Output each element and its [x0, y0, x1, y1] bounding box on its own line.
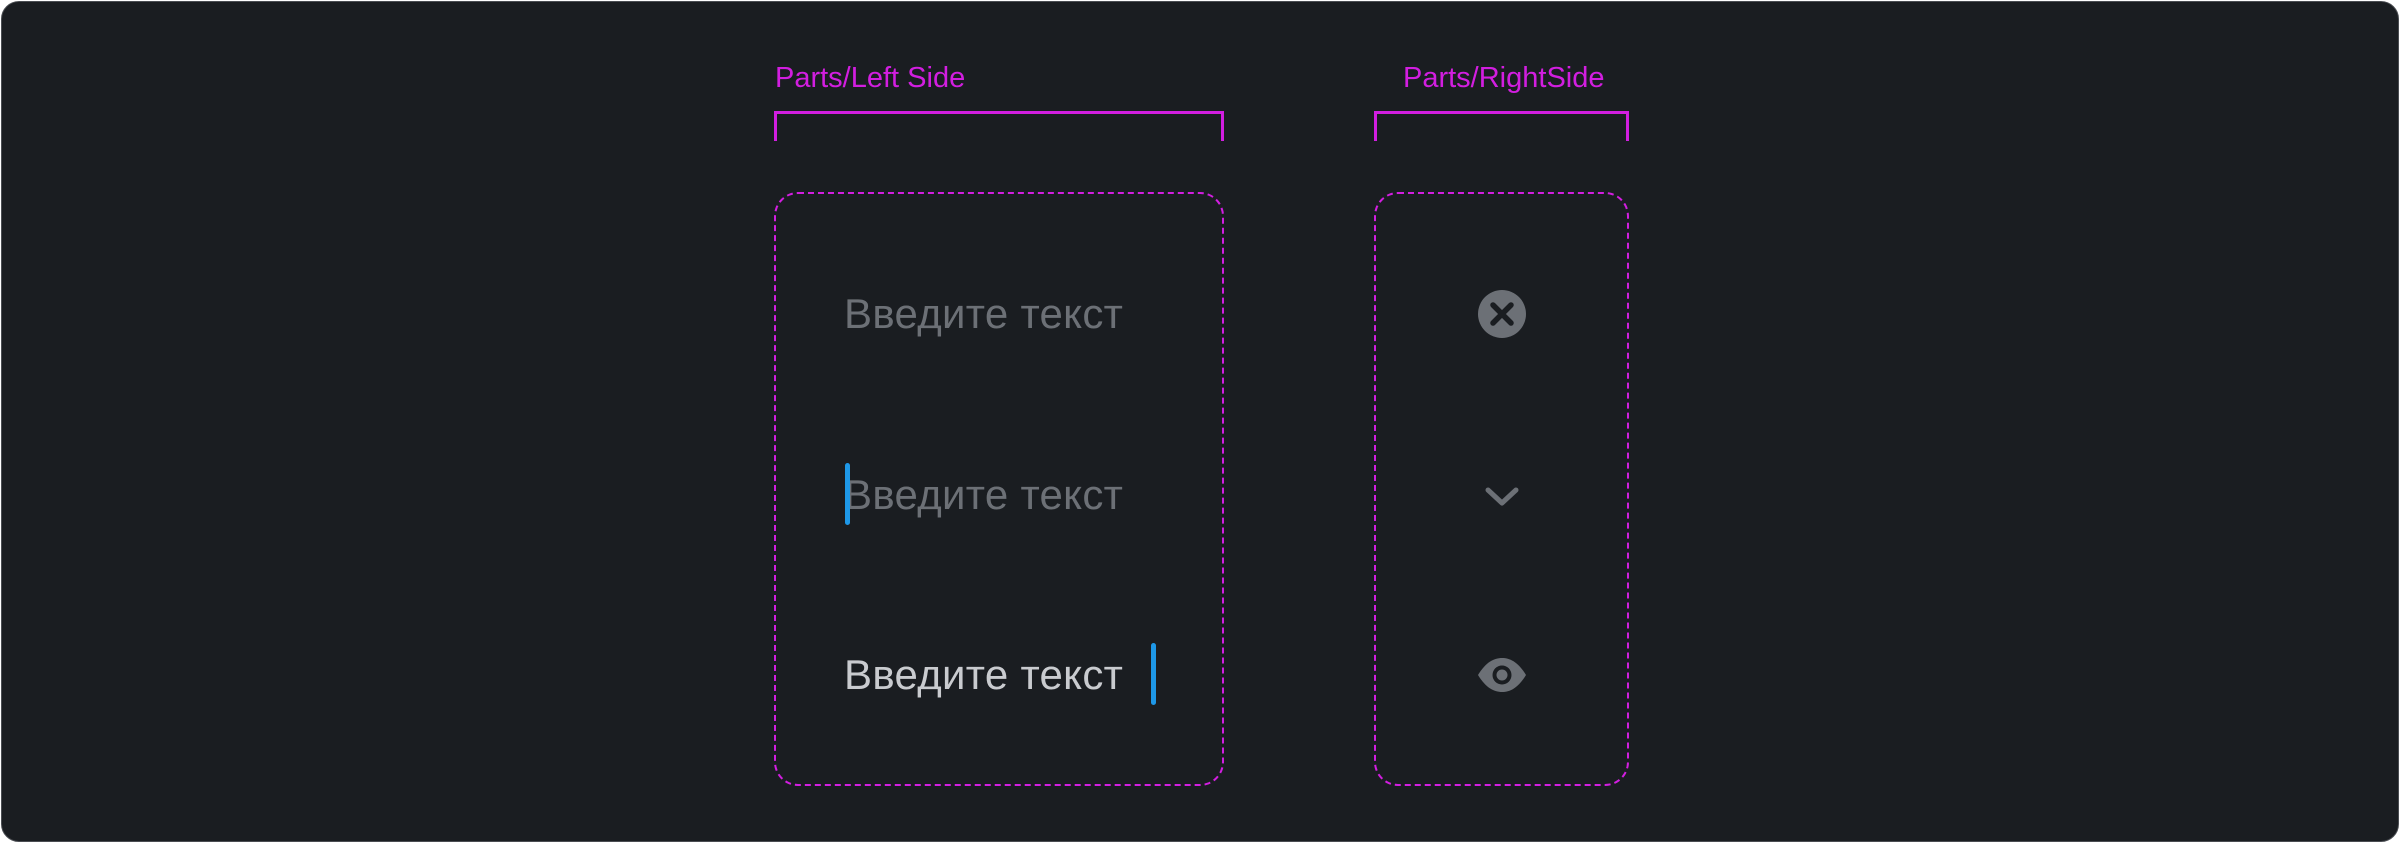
right-side-bracket [1374, 111, 1629, 141]
right-side-frame [1374, 192, 1629, 786]
text-field-filled[interactable]: Введите текст [844, 651, 1124, 698]
eye-icon[interactable] [1476, 649, 1528, 701]
left-side-frame [774, 192, 1224, 786]
chevron-down-icon[interactable] [1476, 469, 1528, 521]
clear-circle-icon[interactable] [1476, 288, 1528, 340]
text-caret-end [1151, 643, 1156, 705]
text-field-placeholder[interactable]: Введите текст [844, 290, 1124, 337]
text-caret-start [845, 463, 850, 525]
text-field-focused-empty[interactable]: Введите текст [844, 471, 1124, 518]
left-side-bracket [774, 111, 1224, 141]
left-side-group-label: Parts/Left Side [775, 62, 966, 94]
right-side-group-label: Parts/RightSide [1403, 62, 1605, 94]
